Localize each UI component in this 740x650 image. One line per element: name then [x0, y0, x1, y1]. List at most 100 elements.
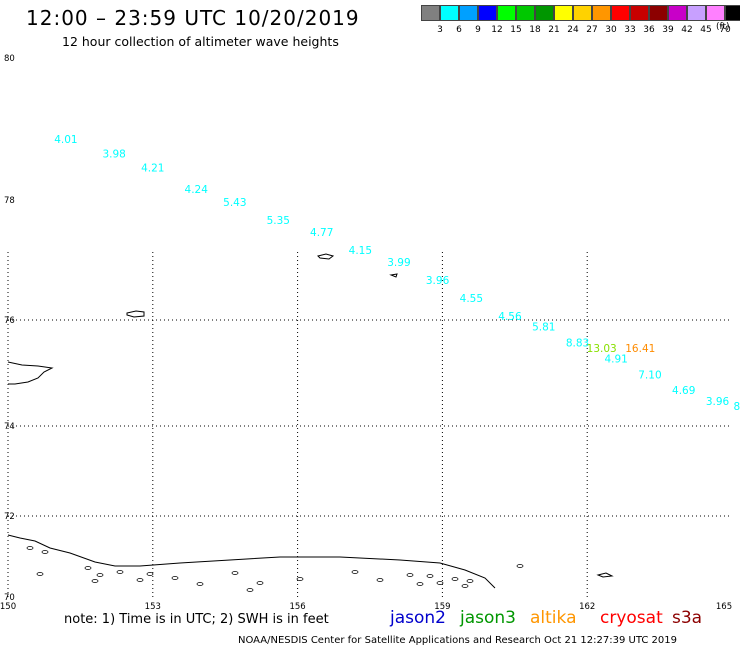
- legend-color: [725, 5, 740, 21]
- legend-label: 70: [719, 25, 731, 35]
- legend-color: [516, 5, 535, 21]
- lon-label: 162: [579, 602, 595, 612]
- coast-islet: [246, 588, 254, 592]
- legend-color: [592, 5, 611, 21]
- mission-altika: altika: [530, 608, 577, 628]
- map-subtitle: 12 hour collection of altimeter wave hei…: [62, 34, 339, 49]
- lon-label: 159: [434, 602, 450, 612]
- coast-islet: [451, 577, 459, 581]
- legend-color: [687, 5, 706, 21]
- islet-4: [596, 572, 614, 578]
- credit-line: NOAA/NESDIS Center for Satellite Applica…: [238, 635, 677, 646]
- coast-islet: [231, 571, 239, 575]
- legend-label: 39: [662, 25, 674, 35]
- wave-height-value: 3.96: [706, 396, 730, 408]
- mission-cryosat: cryosat: [600, 608, 663, 628]
- legend-label: 45: [700, 25, 712, 35]
- wave-height-value: 16.41: [625, 343, 655, 355]
- coast-islet: [84, 566, 92, 570]
- legend-color: [649, 5, 668, 21]
- islet-1: [126, 310, 145, 318]
- coast-islet: [146, 572, 154, 576]
- wave-height-value: 4.01: [54, 134, 77, 146]
- lon-label: 153: [145, 602, 161, 612]
- lat-label: 72: [4, 512, 15, 522]
- legend-unit: (ft): [716, 22, 730, 32]
- legend-label: 3: [437, 25, 443, 35]
- coast-islet: [171, 576, 179, 580]
- wave-height-value: 8: [733, 401, 740, 413]
- wave-height-value: 4.21: [141, 163, 164, 175]
- lat-lon-grid: [7, 252, 732, 598]
- lon-label: 156: [289, 602, 305, 612]
- legend-label: 30: [605, 25, 617, 35]
- legend-label: 27: [586, 25, 598, 35]
- legend-color: [497, 5, 516, 21]
- mainland-coastline: [7, 534, 496, 589]
- wave-height-value: 4.55: [460, 293, 483, 305]
- lat-label: 76: [4, 316, 15, 326]
- legend-swatch: 39: [649, 5, 674, 35]
- legend-swatch: 45: [687, 5, 712, 35]
- wave-height-value: 4.24: [185, 184, 209, 196]
- coast-islet: [136, 578, 144, 582]
- legend-color: [706, 5, 725, 21]
- legend-color: [668, 5, 687, 21]
- legend-swatch: 6: [440, 5, 462, 35]
- legend-label: 12: [491, 25, 503, 35]
- lat-label: 78: [4, 196, 15, 206]
- coast-islet: [91, 579, 99, 583]
- lon-label: 165: [716, 602, 732, 612]
- legend-color: [459, 5, 478, 21]
- coast-islet: [296, 577, 304, 581]
- legend-label: 18: [529, 25, 541, 35]
- coast-fragments: [26, 546, 524, 592]
- wave-height-value: 7.10: [638, 369, 661, 381]
- coast-islet: [26, 546, 34, 550]
- wave-height-value: 8.83: [566, 338, 589, 350]
- legend-swatch: 70: [706, 5, 731, 35]
- legend-swatch: 33: [611, 5, 636, 35]
- legend-label: 42: [681, 25, 693, 35]
- wave-height-value: 3.99: [387, 257, 410, 269]
- legend-color: [440, 5, 459, 21]
- legend-label: 24: [567, 25, 579, 35]
- coast-islet: [461, 584, 469, 588]
- legend-swatch: 27: [573, 5, 598, 35]
- wave-height-value: 5.35: [267, 215, 290, 227]
- coastline: [7, 253, 614, 589]
- legend-swatch: 3: [421, 5, 443, 35]
- legend-color: [535, 5, 554, 21]
- wave-height-value: 5.43: [223, 197, 246, 209]
- islet-2: [317, 253, 335, 260]
- coast-islet: [41, 550, 49, 554]
- legend-swatch: 15: [497, 5, 522, 35]
- mission-s3a: s3a: [672, 608, 703, 628]
- coast-islet: [516, 564, 524, 568]
- legend-color: [554, 5, 573, 21]
- map-title: 12:00 – 23:59 UTC 10/20/2019: [26, 6, 360, 30]
- coast-islet: [351, 570, 359, 574]
- legend-swatch: 21: [535, 5, 560, 35]
- color-legend: 3 6 9 12 15 18 21 24 27 30 33 36 39 42 45 70: [421, 5, 740, 35]
- coast-islet: [96, 573, 104, 577]
- coast-islet: [466, 579, 474, 583]
- mission-jason3: jason3: [460, 608, 516, 628]
- coast-islet: [406, 573, 414, 577]
- coast-islet: [36, 572, 44, 576]
- wave-height-value: 3.98: [102, 148, 125, 160]
- coast-islet: [116, 570, 124, 574]
- wave-height-labels: 4.01 3.98 4.21 4.24 5.43 5.35 4.77 4.15 3.99 3.96…: [54, 134, 740, 413]
- islet-3: [389, 273, 398, 278]
- legend-label: 33: [624, 25, 636, 35]
- legend-color: [630, 5, 649, 21]
- wave-height-value: 4.77: [310, 227, 333, 239]
- coast-islet: [256, 581, 264, 585]
- wave-height-value: 4.56: [498, 311, 522, 323]
- legend-label: 36: [643, 25, 655, 35]
- wave-height-value: 13.03: [587, 343, 617, 355]
- wave-height-value: 4.69: [672, 385, 695, 397]
- legend-label: 9: [475, 25, 481, 35]
- legend-swatch: 36: [630, 5, 655, 35]
